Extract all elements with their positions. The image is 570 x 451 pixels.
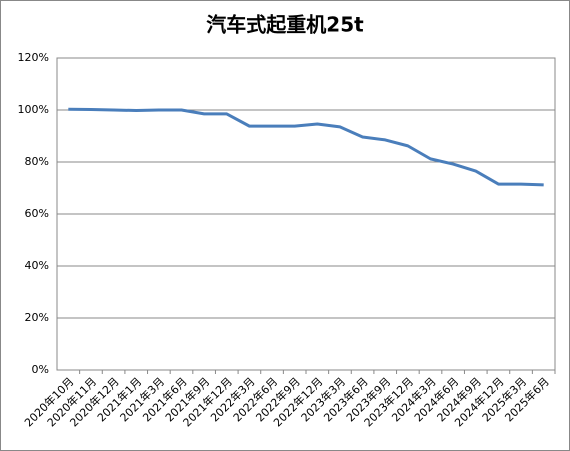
line <box>68 107 544 187</box>
y-tick-label: 120% <box>18 51 49 64</box>
y-tick-label: 40% <box>25 259 49 272</box>
y-tick-label: 80% <box>25 155 49 168</box>
y-tick-label: 0% <box>32 363 49 376</box>
y-tick-label: 100% <box>18 103 49 116</box>
y-tick-label: 60% <box>25 207 49 220</box>
y-tick-label: 20% <box>25 311 49 324</box>
chart-title: 汽车式起重机25t <box>206 13 364 37</box>
